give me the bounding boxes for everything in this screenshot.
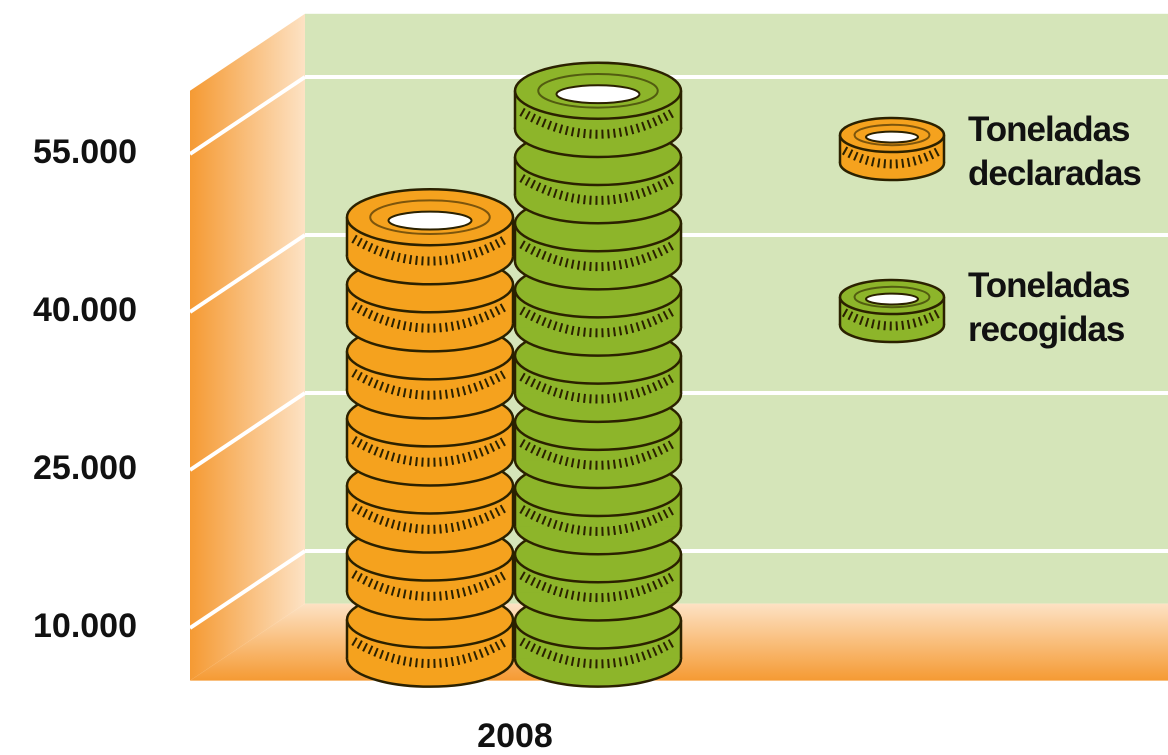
- legend-label: Toneladas declaradas: [968, 108, 1168, 196]
- tire-stack: [347, 189, 513, 686]
- tire-hole: [866, 132, 918, 143]
- page: 10.000 25.000 40.000 55.000 2008 Toneladas …: [0, 0, 1168, 755]
- tire-hole: [866, 294, 918, 305]
- x-tick-label: 2008: [477, 717, 553, 755]
- tire-hole: [389, 212, 472, 230]
- y-tick-label: 10.000: [33, 607, 137, 645]
- tire-hole: [557, 85, 640, 103]
- legend-icon: [840, 118, 944, 180]
- y-tick-label: 40.000: [33, 291, 137, 329]
- y-tick-label: 25.000: [33, 449, 137, 487]
- tire-stack: [515, 63, 681, 687]
- legend-label: Toneladas recogidas: [968, 264, 1168, 352]
- legend-icon: [840, 280, 944, 342]
- y-tick-label: 55.000: [33, 133, 137, 171]
